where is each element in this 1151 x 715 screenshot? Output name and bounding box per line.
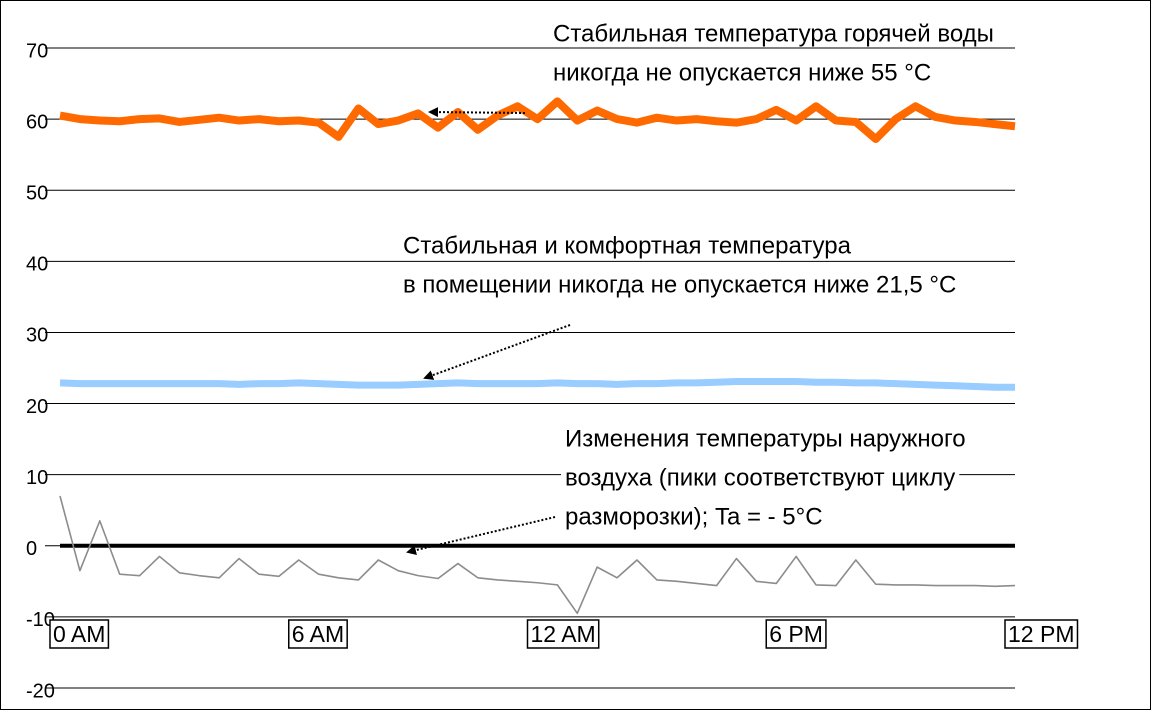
annotation-text: Стабильная и комфортная температура	[403, 232, 852, 259]
y-tick-label: 60	[26, 111, 48, 133]
x-tick-label: 6 AM	[292, 621, 344, 647]
y-tick-label: 40	[26, 254, 48, 276]
series-line	[59, 97, 1016, 144]
annotation-text: в помещении никогда не опускается ниже 2…	[403, 271, 956, 298]
y-tick-label: -10	[26, 609, 55, 631]
annotation-background	[399, 277, 961, 295]
x-tick-label: 12 AM	[531, 621, 596, 647]
annotation-text: Изменения температуры наружного	[565, 425, 966, 452]
annotation-background	[549, 26, 998, 44]
annotation-arrow	[423, 324, 571, 380]
annotation-text: никогда не опускается ниже 55 °C	[553, 59, 931, 86]
annotation-arrow	[406, 516, 556, 556]
x-tick-label: 12 PM	[1008, 621, 1074, 647]
x-tick-label: 6 PM	[769, 621, 823, 647]
annotation-background	[561, 509, 827, 527]
series-line	[59, 495, 1016, 615]
y-tick-label: 20	[26, 396, 48, 418]
annotation-text: воздуха (пики соответствуют циклу	[565, 464, 955, 491]
y-tick-label: 0	[26, 538, 37, 560]
y-tick-label: 50	[26, 183, 48, 205]
annotation-background	[549, 65, 936, 83]
x-tick-box	[288, 619, 348, 649]
y-tick-label: 30	[26, 325, 48, 347]
x-tick-box	[1004, 619, 1079, 649]
y-tick-label: -20	[26, 680, 55, 702]
annotation-text: Стабильная температура горячей воды	[553, 20, 994, 47]
x-tick-box	[49, 619, 110, 649]
annotation-background	[561, 470, 960, 488]
x-tick-box	[765, 619, 827, 649]
x-tick-box	[526, 619, 600, 649]
annotation-text: разморозки); Ta = - 5°C	[565, 503, 823, 530]
annotation-background	[399, 238, 856, 256]
y-tick-label: 10	[26, 467, 48, 489]
x-tick-label: 0 AM	[53, 621, 105, 647]
y-tick-label: 70	[26, 40, 48, 62]
annotation-background	[561, 431, 970, 449]
series-line	[59, 378, 1015, 391]
